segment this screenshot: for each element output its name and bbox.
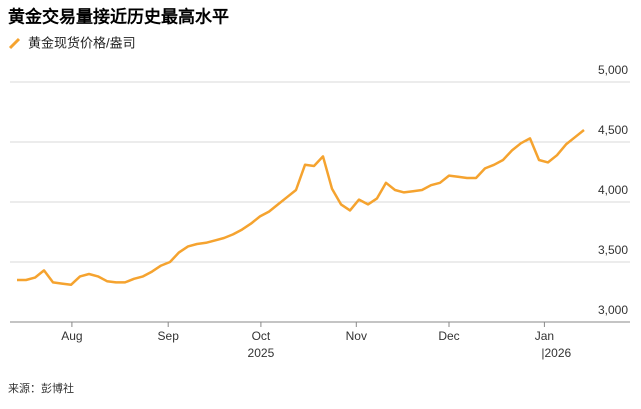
year-label: |2026 [541, 346, 571, 360]
chart-title: 黄金交易量接近历史最高水平 [8, 6, 229, 26]
price-line [17, 129, 585, 287]
x-tick-label: Sep [158, 329, 180, 343]
x-tick-label: Dec [438, 329, 459, 343]
y-tick-label: 4,500 [598, 123, 628, 137]
y-tick-label: 3,000 [598, 303, 628, 317]
x-tick-label: Jan [535, 329, 554, 343]
legend-swatch [8, 37, 21, 50]
x-tick-label: Aug [61, 329, 82, 343]
source: 来源：彭博社 [8, 381, 74, 395]
y-tick-label: 4,000 [598, 183, 628, 197]
x-tick-label: Oct [252, 329, 271, 343]
y-tick-label: 3,500 [598, 243, 628, 257]
legend-label: 黄金现货价格/盎司 [28, 35, 136, 50]
year-label: 2025 [248, 346, 275, 360]
x-tick-label: Nov [346, 329, 367, 343]
y-tick-label: 5,000 [598, 63, 628, 77]
